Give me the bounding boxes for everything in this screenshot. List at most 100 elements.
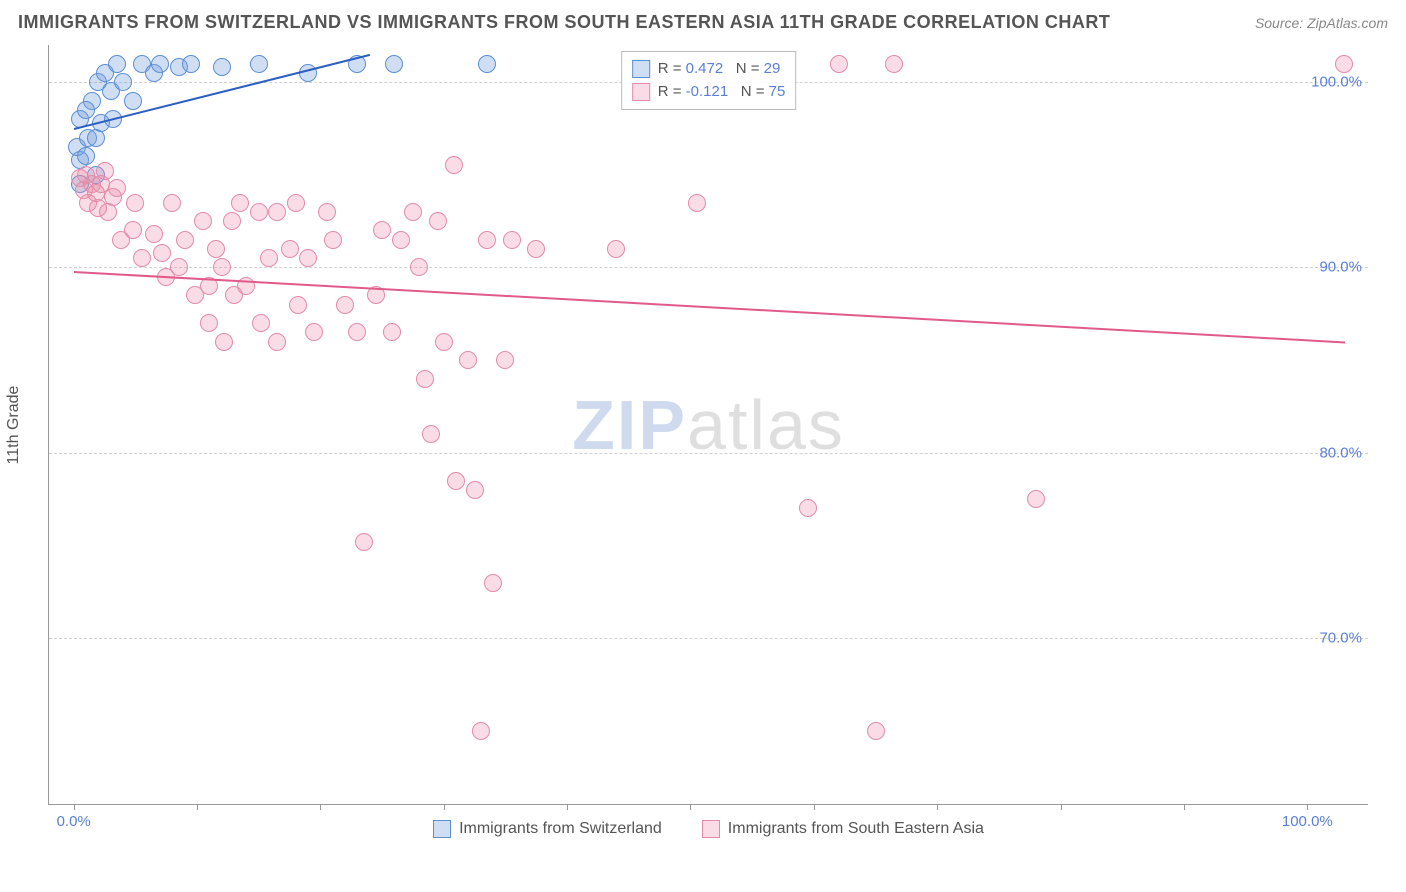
data-point [383, 323, 401, 341]
data-point [77, 101, 95, 119]
data-point [435, 333, 453, 351]
gridline [49, 267, 1368, 268]
data-point [318, 203, 336, 221]
data-point [484, 574, 502, 592]
data-point [1335, 55, 1353, 73]
y-tick-label: 70.0% [1319, 630, 1362, 647]
data-point [472, 722, 490, 740]
data-point [392, 231, 410, 249]
x-tick [937, 804, 938, 810]
data-point [207, 240, 225, 258]
data-point [459, 351, 477, 369]
data-point [145, 225, 163, 243]
data-point [299, 249, 317, 267]
data-point [429, 212, 447, 230]
data-point [108, 55, 126, 73]
x-tick [567, 804, 568, 810]
legend-swatch [632, 60, 650, 78]
data-point [688, 194, 706, 212]
x-tick [197, 804, 198, 810]
data-point [213, 58, 231, 76]
data-point [213, 258, 231, 276]
data-point [410, 258, 428, 276]
x-tick [1307, 804, 1308, 810]
stats-legend-row: R = 0.472 N = 29 [632, 58, 786, 81]
data-point [496, 351, 514, 369]
data-point [163, 194, 181, 212]
data-point [607, 240, 625, 258]
series-legend: Immigrants from Switzerland Immigrants fr… [49, 820, 1368, 838]
x-tick [690, 804, 691, 810]
data-point [114, 73, 132, 91]
data-point [404, 203, 422, 221]
data-point [373, 221, 391, 239]
data-point [126, 194, 144, 212]
data-point [478, 231, 496, 249]
data-point [153, 244, 171, 262]
data-point [194, 212, 212, 230]
data-point [170, 258, 188, 276]
data-point [287, 194, 305, 212]
x-tick [1184, 804, 1185, 810]
data-point [176, 231, 194, 249]
watermark-rest: atlas [687, 386, 845, 464]
data-point [231, 194, 249, 212]
series-legend-label: Immigrants from South Eastern Asia [728, 820, 984, 838]
y-axis-label: 11th Grade [5, 386, 23, 465]
data-point [151, 55, 169, 73]
chart-title: IMMIGRANTS FROM SWITZERLAND VS IMMIGRANT… [18, 12, 1110, 33]
data-point [385, 55, 403, 73]
scatter-plot: ZIPatlas 70.0%80.0%90.0%100.0%0.0%100.0%… [48, 45, 1368, 805]
data-point [124, 221, 142, 239]
chart-area: 11th Grade ZIPatlas 70.0%80.0%90.0%100.0… [48, 45, 1388, 805]
gridline [49, 453, 1368, 454]
data-point [77, 147, 95, 165]
header-bar: IMMIGRANTS FROM SWITZERLAND VS IMMIGRANT… [0, 0, 1406, 41]
source-label: Source: ZipAtlas.com [1255, 15, 1388, 31]
data-point [250, 55, 268, 73]
gridline [49, 638, 1368, 639]
data-point [124, 92, 142, 110]
data-point [133, 249, 151, 267]
data-point [885, 55, 903, 73]
data-point [478, 55, 496, 73]
data-point [305, 323, 323, 341]
data-point [355, 533, 373, 551]
data-point [348, 323, 366, 341]
stats-legend: R = 0.472 N = 29R = -0.121 N = 75 [621, 51, 797, 110]
y-tick-label: 80.0% [1319, 444, 1362, 461]
data-point [182, 55, 200, 73]
legend-swatch [433, 820, 451, 838]
x-tick [444, 804, 445, 810]
data-point [422, 425, 440, 443]
trend-line [74, 271, 1345, 343]
data-point [223, 212, 241, 230]
data-point [324, 231, 342, 249]
x-tick [320, 804, 321, 810]
data-point [830, 55, 848, 73]
data-point [108, 179, 126, 197]
legend-swatch [632, 83, 650, 101]
data-point [867, 722, 885, 740]
data-point [260, 249, 278, 267]
x-tick [1061, 804, 1062, 810]
stats-legend-row: R = -0.121 N = 75 [632, 81, 786, 104]
data-point [281, 240, 299, 258]
data-point [466, 481, 484, 499]
data-point [527, 240, 545, 258]
data-point [268, 203, 286, 221]
data-point [336, 296, 354, 314]
x-tick [814, 804, 815, 810]
series-legend-item: Immigrants from South Eastern Asia [702, 820, 984, 838]
data-point [250, 203, 268, 221]
data-point [1027, 490, 1045, 508]
data-point [445, 156, 463, 174]
legend-swatch [702, 820, 720, 838]
data-point [268, 333, 286, 351]
series-legend-label: Immigrants from Switzerland [459, 820, 662, 838]
data-point [215, 333, 233, 351]
data-point [252, 314, 270, 332]
data-point [200, 314, 218, 332]
data-point [447, 472, 465, 490]
series-legend-item: Immigrants from Switzerland [433, 820, 662, 838]
